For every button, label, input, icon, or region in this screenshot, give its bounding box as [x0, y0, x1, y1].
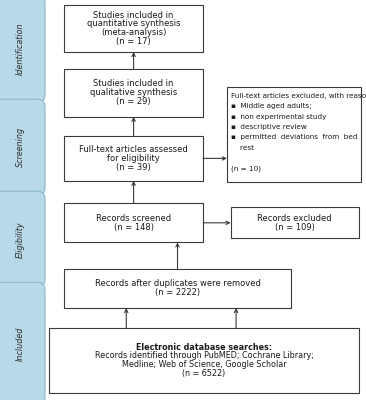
FancyBboxPatch shape: [64, 136, 203, 181]
FancyBboxPatch shape: [0, 191, 45, 287]
Text: ▪  Middle aged adults;: ▪ Middle aged adults;: [231, 103, 312, 109]
Text: Records after duplicates were removed: Records after duplicates were removed: [94, 280, 261, 288]
FancyBboxPatch shape: [64, 203, 203, 242]
Text: ▪  permitted  deviations  from  bed: ▪ permitted deviations from bed: [231, 134, 358, 140]
Text: (n = 2222): (n = 2222): [155, 288, 200, 297]
Text: (n = 109): (n = 109): [275, 223, 314, 232]
Text: Full-text articles assessed: Full-text articles assessed: [79, 145, 188, 154]
Text: (n = 6522): (n = 6522): [182, 369, 226, 378]
Text: (n = 29): (n = 29): [116, 97, 151, 106]
FancyBboxPatch shape: [0, 99, 45, 195]
Text: for eligibility: for eligibility: [107, 154, 160, 163]
Text: (n = 17): (n = 17): [116, 37, 151, 46]
Text: Identification: Identification: [16, 22, 25, 75]
Text: (n = 148): (n = 148): [113, 223, 154, 232]
Text: Records screened: Records screened: [96, 214, 171, 223]
FancyBboxPatch shape: [49, 328, 359, 393]
Text: Records excluded: Records excluded: [257, 214, 332, 223]
Text: Studies included in: Studies included in: [93, 11, 174, 20]
Text: Studies included in: Studies included in: [93, 80, 174, 88]
FancyBboxPatch shape: [64, 5, 203, 52]
Text: qualitative synthesis: qualitative synthesis: [90, 88, 177, 97]
FancyBboxPatch shape: [0, 0, 45, 102]
FancyBboxPatch shape: [231, 207, 359, 238]
Text: Records identified through PubMED; Cochrane Library;: Records identified through PubMED; Cochr…: [94, 352, 314, 360]
Text: rest: rest: [231, 145, 254, 151]
FancyBboxPatch shape: [64, 269, 291, 308]
Text: quantitative synthesis: quantitative synthesis: [87, 20, 180, 28]
Text: Medline; Web of Science, Google Scholar: Medline; Web of Science, Google Scholar: [122, 360, 286, 369]
Text: Included: Included: [16, 326, 25, 361]
Text: ▪  descriptive review: ▪ descriptive review: [231, 124, 307, 130]
FancyBboxPatch shape: [0, 282, 45, 400]
FancyBboxPatch shape: [64, 69, 203, 117]
Text: ▪  non experimental study: ▪ non experimental study: [231, 114, 327, 120]
Text: Screening: Screening: [16, 127, 25, 167]
Text: (n = 39): (n = 39): [116, 163, 151, 172]
Text: (n = 10): (n = 10): [231, 166, 261, 172]
Text: Electronic database searches:: Electronic database searches:: [136, 343, 272, 352]
Text: Eligibility: Eligibility: [16, 221, 25, 258]
Text: (meta-analysis): (meta-analysis): [101, 28, 166, 37]
Text: Full-text articles excluded, with reasons: Full-text articles excluded, with reason…: [231, 93, 366, 99]
FancyBboxPatch shape: [227, 87, 361, 182]
